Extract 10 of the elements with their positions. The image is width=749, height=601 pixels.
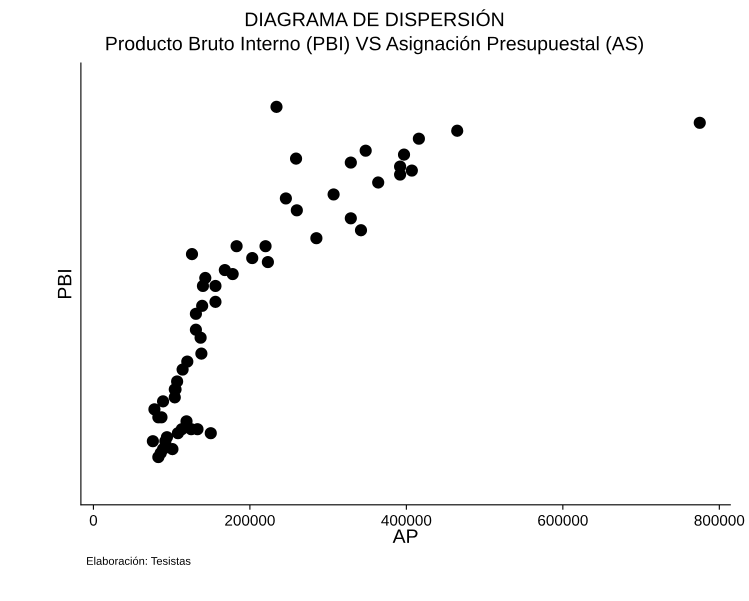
text: Elaboración: Tesistas [87, 556, 191, 565]
x-tick-label: 800000 [694, 514, 744, 526]
x-tick-label: 0 [90, 514, 98, 526]
x-tick-label: 200000 [225, 514, 275, 526]
x-tick-label: 400000 [381, 514, 432, 526]
x-tick-label: 600000 [538, 514, 588, 526]
chart-subtitle: Producto Bruto Interno (PBI) VS Asignación Presupuestal (AS) [106, 36, 643, 54]
y-axis-title: PBI [58, 270, 72, 298]
x-axis-title: AP [392, 530, 418, 543]
chart-title: DIAGRAMA DE DISPERSIÓN [246, 9, 504, 26]
